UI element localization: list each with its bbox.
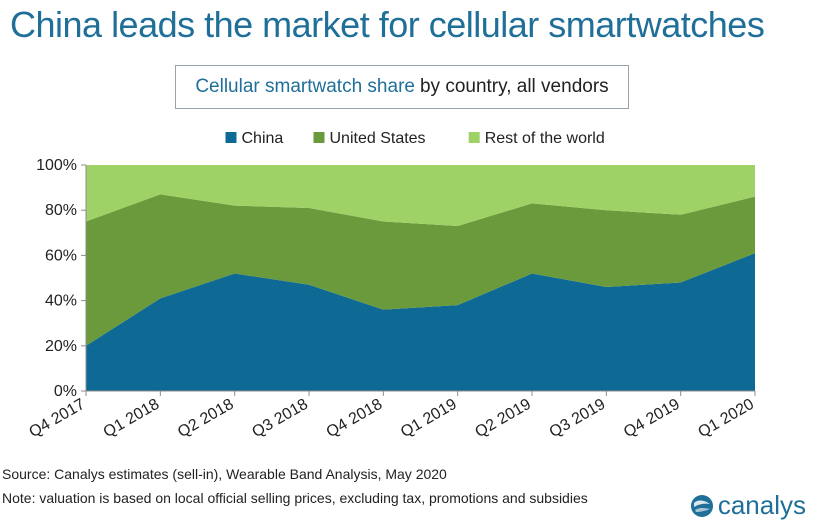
y-tick-label: 20% <box>45 338 77 355</box>
x-tick-label: Q1 2019 <box>398 396 460 441</box>
brand-name: canalys <box>717 490 806 520</box>
x-tick-label: Q1 2018 <box>101 396 163 441</box>
area-series-china <box>86 253 755 391</box>
legend-label-rest-of-the-world: Rest of the world <box>485 130 605 147</box>
x-tick-label: Q2 2019 <box>472 396 534 441</box>
area-series-rest-of-the-world <box>86 165 755 227</box>
area-series-united-states <box>86 194 755 346</box>
x-tick-label: Q4 2019 <box>621 396 683 441</box>
y-tick-label: 100% <box>36 157 77 174</box>
chart-subtitle-rest: by country, all vendors <box>419 76 609 97</box>
valuation-note: Note: valuation is based on local offici… <box>2 490 588 506</box>
x-tick-label: Q4 2018 <box>324 396 386 441</box>
x-tick-label: Q2 2018 <box>175 396 237 441</box>
legend-swatch-china <box>225 132 237 143</box>
x-tick-label: Q4 2017 <box>26 396 88 441</box>
x-tick-label: Q3 2019 <box>547 396 609 441</box>
legend-swatch-rest-of-the-world <box>468 132 480 143</box>
y-tick-label: 40% <box>45 293 77 310</box>
source-note: Source: Canalys estimates (sell-in), Wea… <box>2 466 447 482</box>
y-tick-label: 60% <box>45 247 77 264</box>
area-chart: 0% 20% 40% 60% 80% 100% Q4 2017 Q1 2018 Q2 2018 Q… <box>26 130 757 441</box>
x-tick-label: Q1 2020 <box>695 396 757 441</box>
legend-swatch-united-states <box>313 132 325 143</box>
chart-subtitle-box: Cellular smartwatch share by country, al… <box>175 65 629 109</box>
chart-subtitle-highlight: Cellular smartwatch share <box>195 76 415 97</box>
y-tick-label: 80% <box>45 202 77 219</box>
x-tick-label: Q3 2018 <box>249 396 311 441</box>
page-title: China leads the market for cellular smar… <box>10 4 765 45</box>
legend-label-china: China <box>242 130 284 147</box>
globe-icon <box>690 494 713 517</box>
legend-label-united-states: United States <box>330 130 426 147</box>
brand-logo: canalys <box>690 490 806 521</box>
y-tick-label: 0% <box>54 383 77 400</box>
